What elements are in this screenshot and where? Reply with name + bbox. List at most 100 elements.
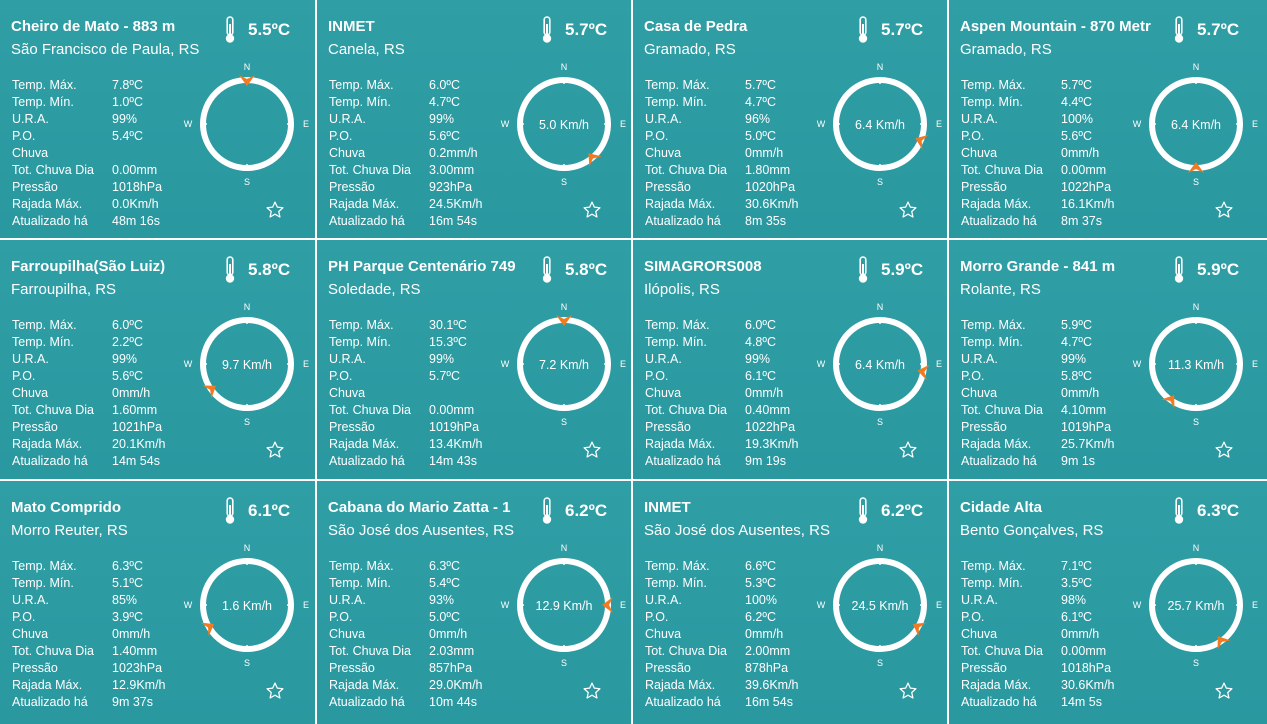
stat-value: 99% [745,352,771,366]
compass-east-label: E [936,359,942,369]
stat-value: 8m 35s [745,214,786,228]
stat-value: 3.9ºC [112,610,143,624]
station-card-4[interactable]: Aspen Mountain - 870 Metr Gramado, RS 5.… [949,0,1267,238]
stat-label: Atualizado há [12,454,88,468]
favorite-star-icon[interactable] [1214,200,1234,220]
wind-direction-arrow-icon [912,622,927,637]
favorite-star-icon[interactable] [898,200,918,220]
stat-label: Pressão [12,180,58,194]
stat-value: 6.3ºC [112,559,143,573]
stat-value: 5.4ºC [429,576,460,590]
favorite-star-icon[interactable] [582,681,602,701]
thermometer-icon [1173,16,1185,44]
stat-label: Chuva [961,627,998,641]
stat-label: Temp. Máx. [12,559,77,573]
compass-south-label: S [561,658,567,668]
station-card-11[interactable]: INMET São José dos Ausentes, RS 6.2ºC Te… [633,481,947,724]
station-city: São José dos Ausentes, RS [644,522,830,539]
stat-value: 1023hPa [112,661,163,675]
stat-label: Temp. Mín. [329,95,391,109]
compass-north-label: N [877,543,884,553]
stat-label: Atualizado há [645,454,721,468]
stat-label: Rajada Máx. [329,437,400,451]
stat-label: Temp. Mín. [329,576,391,590]
compass-north-label: N [561,543,568,553]
station-card-5[interactable]: Farroupilha(São Luiz) Farroupilha, RS 5.… [0,240,315,479]
station-card-2[interactable]: INMET Canela, RS 5.7ºC Temp. Máx. 6.0ºC Te… [317,0,631,238]
favorite-star-icon[interactable] [582,200,602,220]
stat-label: Temp. Máx. [645,559,710,573]
stat-value: 5.6ºC [429,129,460,143]
station-city: Morro Reuter, RS [11,522,128,539]
compass-south-label: S [877,658,883,668]
favorite-star-icon[interactable] [898,681,918,701]
wind-direction-arrow-icon [202,385,216,399]
stat-value: 6.3ºC [429,559,460,573]
station-card-9[interactable]: Mato Comprido Morro Reuter, RS 6.1ºC Tem… [0,481,315,724]
stat-value: 30.6Km/h [1061,678,1115,692]
stat-value: 1018hPa [112,180,163,194]
stat-value: 4.7ºC [429,95,460,109]
station-city: Rolante, RS [960,281,1041,298]
stat-label: Temp. Mín. [12,95,74,109]
compass-west-label: W [184,119,193,129]
station-card-7[interactable]: SIMAGRORS008 Ilópolis, RS 5.9ºC Temp. Má… [633,240,947,479]
stat-label: Temp. Máx. [329,318,394,332]
stat-value: 3.5ºC [1061,576,1092,590]
favorite-star-icon[interactable] [582,440,602,460]
stat-value: 5.9ºC [1061,318,1092,332]
stat-label: Temp. Máx. [961,559,1026,573]
thermometer-icon [1173,256,1185,284]
compass-west-label: W [1133,119,1142,129]
station-card-3[interactable]: Casa de Pedra Gramado, RS 5.7ºC Temp. Má… [633,0,947,238]
favorite-star-icon[interactable] [898,440,918,460]
stat-value: 0.00mm [429,403,475,417]
station-card-12[interactable]: Cidade Alta Bento Gonçalves, RS 6.3ºC Te… [949,481,1267,724]
stat-label: Rajada Máx. [12,197,83,211]
favorite-star-icon[interactable] [1214,681,1234,701]
stat-value: 0.00mm [1061,644,1107,658]
favorite-star-icon[interactable] [265,681,285,701]
stat-label: Pressão [329,420,375,434]
station-city: Ilópolis, RS [644,281,720,298]
station-card-1[interactable]: Cheiro de Mato - 883 m São Francisco de … [0,0,315,238]
stat-label: U.R.A. [12,593,49,607]
stat-label: Chuva [12,627,49,641]
stat-label: P.O. [12,369,36,383]
stat-value: 93% [429,593,455,607]
favorite-star-icon[interactable] [1214,440,1234,460]
stat-value: 1022hPa [745,420,796,434]
stat-label: Tot. Chuva Dia [12,163,94,177]
stat-label: U.R.A. [12,352,49,366]
favorite-star-icon[interactable] [265,200,285,220]
stat-label: Temp. Mín. [645,576,707,590]
station-card-10[interactable]: Cabana do Mario Zatta - 1 São José dos A… [317,481,631,724]
stat-value: 0mm/h [112,627,151,641]
stat-label: Chuva [645,386,682,400]
station-name: INMET [328,18,375,35]
compass-east-label: E [1252,359,1258,369]
thermometer-icon [224,497,236,525]
favorite-star-icon[interactable] [265,440,285,460]
station-card-6[interactable]: PH Parque Centenário 749 Soledade, RS 5.… [317,240,631,479]
thermometer-icon [541,16,553,44]
wind-compass: N E S W 7.2 Km/h [500,300,628,428]
compass-east-label: E [620,359,626,369]
compass-north-label: N [561,62,568,72]
stat-value: 6.0ºC [745,318,776,332]
station-card-8[interactable]: Morro Grande - 841 m Rolante, RS 5.9ºC T… [949,240,1267,479]
wind-direction-arrow-icon [1161,395,1175,409]
stat-label: Chuva [329,146,366,160]
stat-value: 6.2ºC [745,610,776,624]
stat-label: Pressão [961,180,1007,194]
wind-compass: N E S W 9.7 Km/h [183,300,311,428]
current-temperature: 6.1ºC [248,501,291,520]
wind-compass: N E S W 11.3 Km/h [1132,300,1260,428]
station-name: INMET [644,499,691,516]
compass-south-label: S [561,177,567,187]
stat-value: 1.80mm [745,163,791,177]
stat-value: 8m 37s [1061,214,1102,228]
stat-value: 0mm/h [745,146,784,160]
stat-label: Pressão [12,661,58,675]
station-name: Farroupilha(São Luiz) [11,258,166,275]
